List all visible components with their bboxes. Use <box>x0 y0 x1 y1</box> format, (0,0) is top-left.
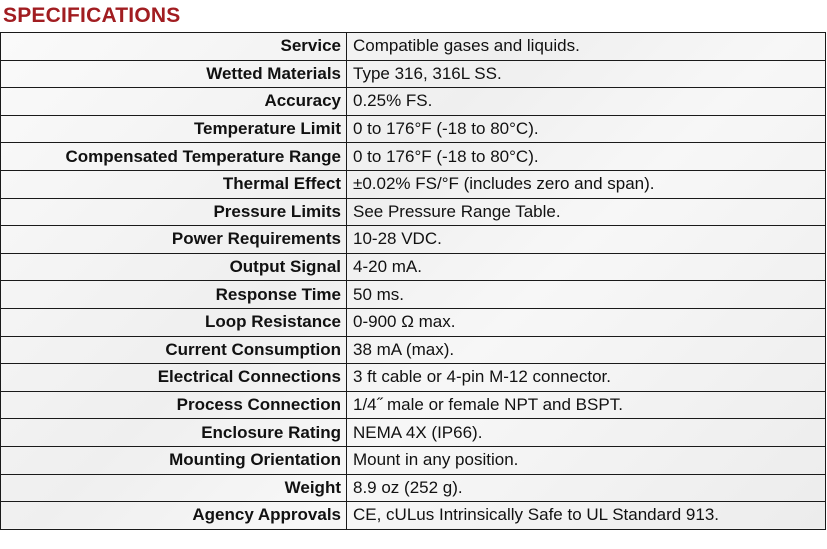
spec-value: 1/4˝ male or female NPT and BSPT. <box>346 390 826 420</box>
table-row: Wetted Materials Type 316, 316L SS. <box>0 59 826 89</box>
spec-value: 38 mA (max). <box>346 335 826 365</box>
spec-label: Current Consumption <box>0 335 347 365</box>
table-row: Agency Approvals CE, cULus Intrinsically … <box>0 501 826 530</box>
spec-label: Enclosure Rating <box>0 418 347 447</box>
spec-label: Loop Resistance <box>0 307 347 337</box>
table-row: Output Signal 4-20 mA. <box>0 252 826 282</box>
spec-value: See Pressure Range Table. <box>346 197 826 227</box>
spec-label: Accuracy <box>0 87 347 116</box>
table-row: Accuracy 0.25% FS. <box>0 87 826 116</box>
spec-label: Mounting Orientation <box>0 445 347 475</box>
spec-label: Output Signal <box>0 252 347 282</box>
spec-label: Weight <box>0 473 347 503</box>
spec-value: 4-20 mA. <box>346 252 826 282</box>
spec-value: 0.25% FS. <box>346 87 826 116</box>
spec-label: Response Time <box>0 280 347 309</box>
spec-value: 0 to 176°F (-18 to 80°C). <box>346 142 826 171</box>
spec-label: Electrical Connections <box>0 363 347 392</box>
spec-value: Type 316, 316L SS. <box>346 59 826 89</box>
spec-label: Power Requirements <box>0 225 347 254</box>
table-row: Response Time 50 ms. <box>0 280 826 309</box>
table-row: Enclosure Rating NEMA 4X (IP66). <box>0 418 826 447</box>
table-row: Temperature Limit 0 to 176°F (-18 to 80°C… <box>0 114 826 144</box>
specifications-table-body: Service Compatible gases and liquids. Wett… <box>0 32 826 530</box>
spec-label: Temperature Limit <box>0 114 347 144</box>
spec-value: Compatible gases and liquids. <box>346 32 826 61</box>
table-row: Power Requirements 10-28 VDC. <box>0 225 826 254</box>
table-row: Thermal Effect ±0.02% FS/°F (includes zer… <box>0 169 826 199</box>
table-row: Compensated Temperature Range 0 to 176°F … <box>0 142 826 171</box>
spec-value: CE, cULus Intrinsically Safe to UL Stand… <box>346 501 826 530</box>
spec-value: 0 to 176°F (-18 to 80°C). <box>346 114 826 144</box>
table-row: Mounting Orientation Mount in any positio… <box>0 445 826 475</box>
table-row: Electrical Connections 3 ft cable or 4-pi… <box>0 363 826 392</box>
spec-value: 10-28 VDC. <box>346 225 826 254</box>
table-row: Weight 8.9 oz (252 g). <box>0 473 826 503</box>
spec-value: Mount in any position. <box>346 445 826 475</box>
spec-value: 8.9 oz (252 g). <box>346 473 826 503</box>
table-row: Pressure Limits See Pressure Range Table. <box>0 197 826 227</box>
spec-value: 3 ft cable or 4-pin M-12 connector. <box>346 363 826 392</box>
table-row: Current Consumption 38 mA (max). <box>0 335 826 365</box>
spec-label: Pressure Limits <box>0 197 347 227</box>
spec-label: Thermal Effect <box>0 169 347 199</box>
specifications-table: Service Compatible gases and liquids. Wett… <box>0 32 826 530</box>
table-row: Service Compatible gases and liquids. <box>0 32 826 61</box>
table-row: Process Connection 1/4˝ male or female NP… <box>0 390 826 420</box>
table-row: Loop Resistance 0-900 Ω max. <box>0 307 826 337</box>
spec-label: Compensated Temperature Range <box>0 142 347 171</box>
spec-value: 0-900 Ω max. <box>346 307 826 337</box>
spec-label: Service <box>0 32 347 61</box>
page-title: SPECIFICATIONS <box>3 4 181 27</box>
spec-label: Wetted Materials <box>0 59 347 89</box>
spec-label: Agency Approvals <box>0 501 347 530</box>
spec-value: 50 ms. <box>346 280 826 309</box>
spec-label: Process Connection <box>0 390 347 420</box>
spec-value: ±0.02% FS/°F (includes zero and span). <box>346 169 826 199</box>
spec-value: NEMA 4X (IP66). <box>346 418 826 447</box>
